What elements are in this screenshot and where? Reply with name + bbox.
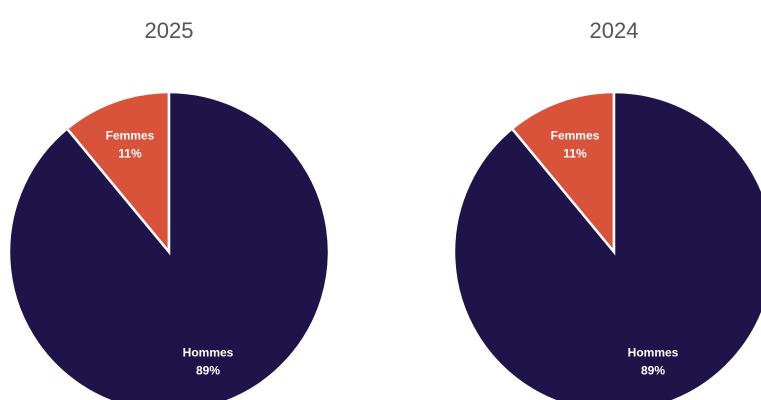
pie-slice [452, 90, 761, 400]
slice-value-label: 89% [196, 363, 220, 377]
chart-title: 2025 [145, 18, 194, 43]
pie-slice [65, 90, 171, 256]
slice-label: Hommes [628, 345, 679, 359]
pie-slice [7, 90, 331, 400]
slice-label: Femmes [106, 129, 155, 143]
slice-label: Femmes [551, 129, 600, 143]
slice-label: Hommes [183, 345, 234, 359]
slice-value-label: 11% [118, 147, 142, 161]
pie-slice [510, 90, 616, 256]
chart-title: 2024 [590, 18, 639, 43]
slice-value-label: 11% [563, 147, 587, 161]
slice-value-label: 89% [641, 363, 665, 377]
